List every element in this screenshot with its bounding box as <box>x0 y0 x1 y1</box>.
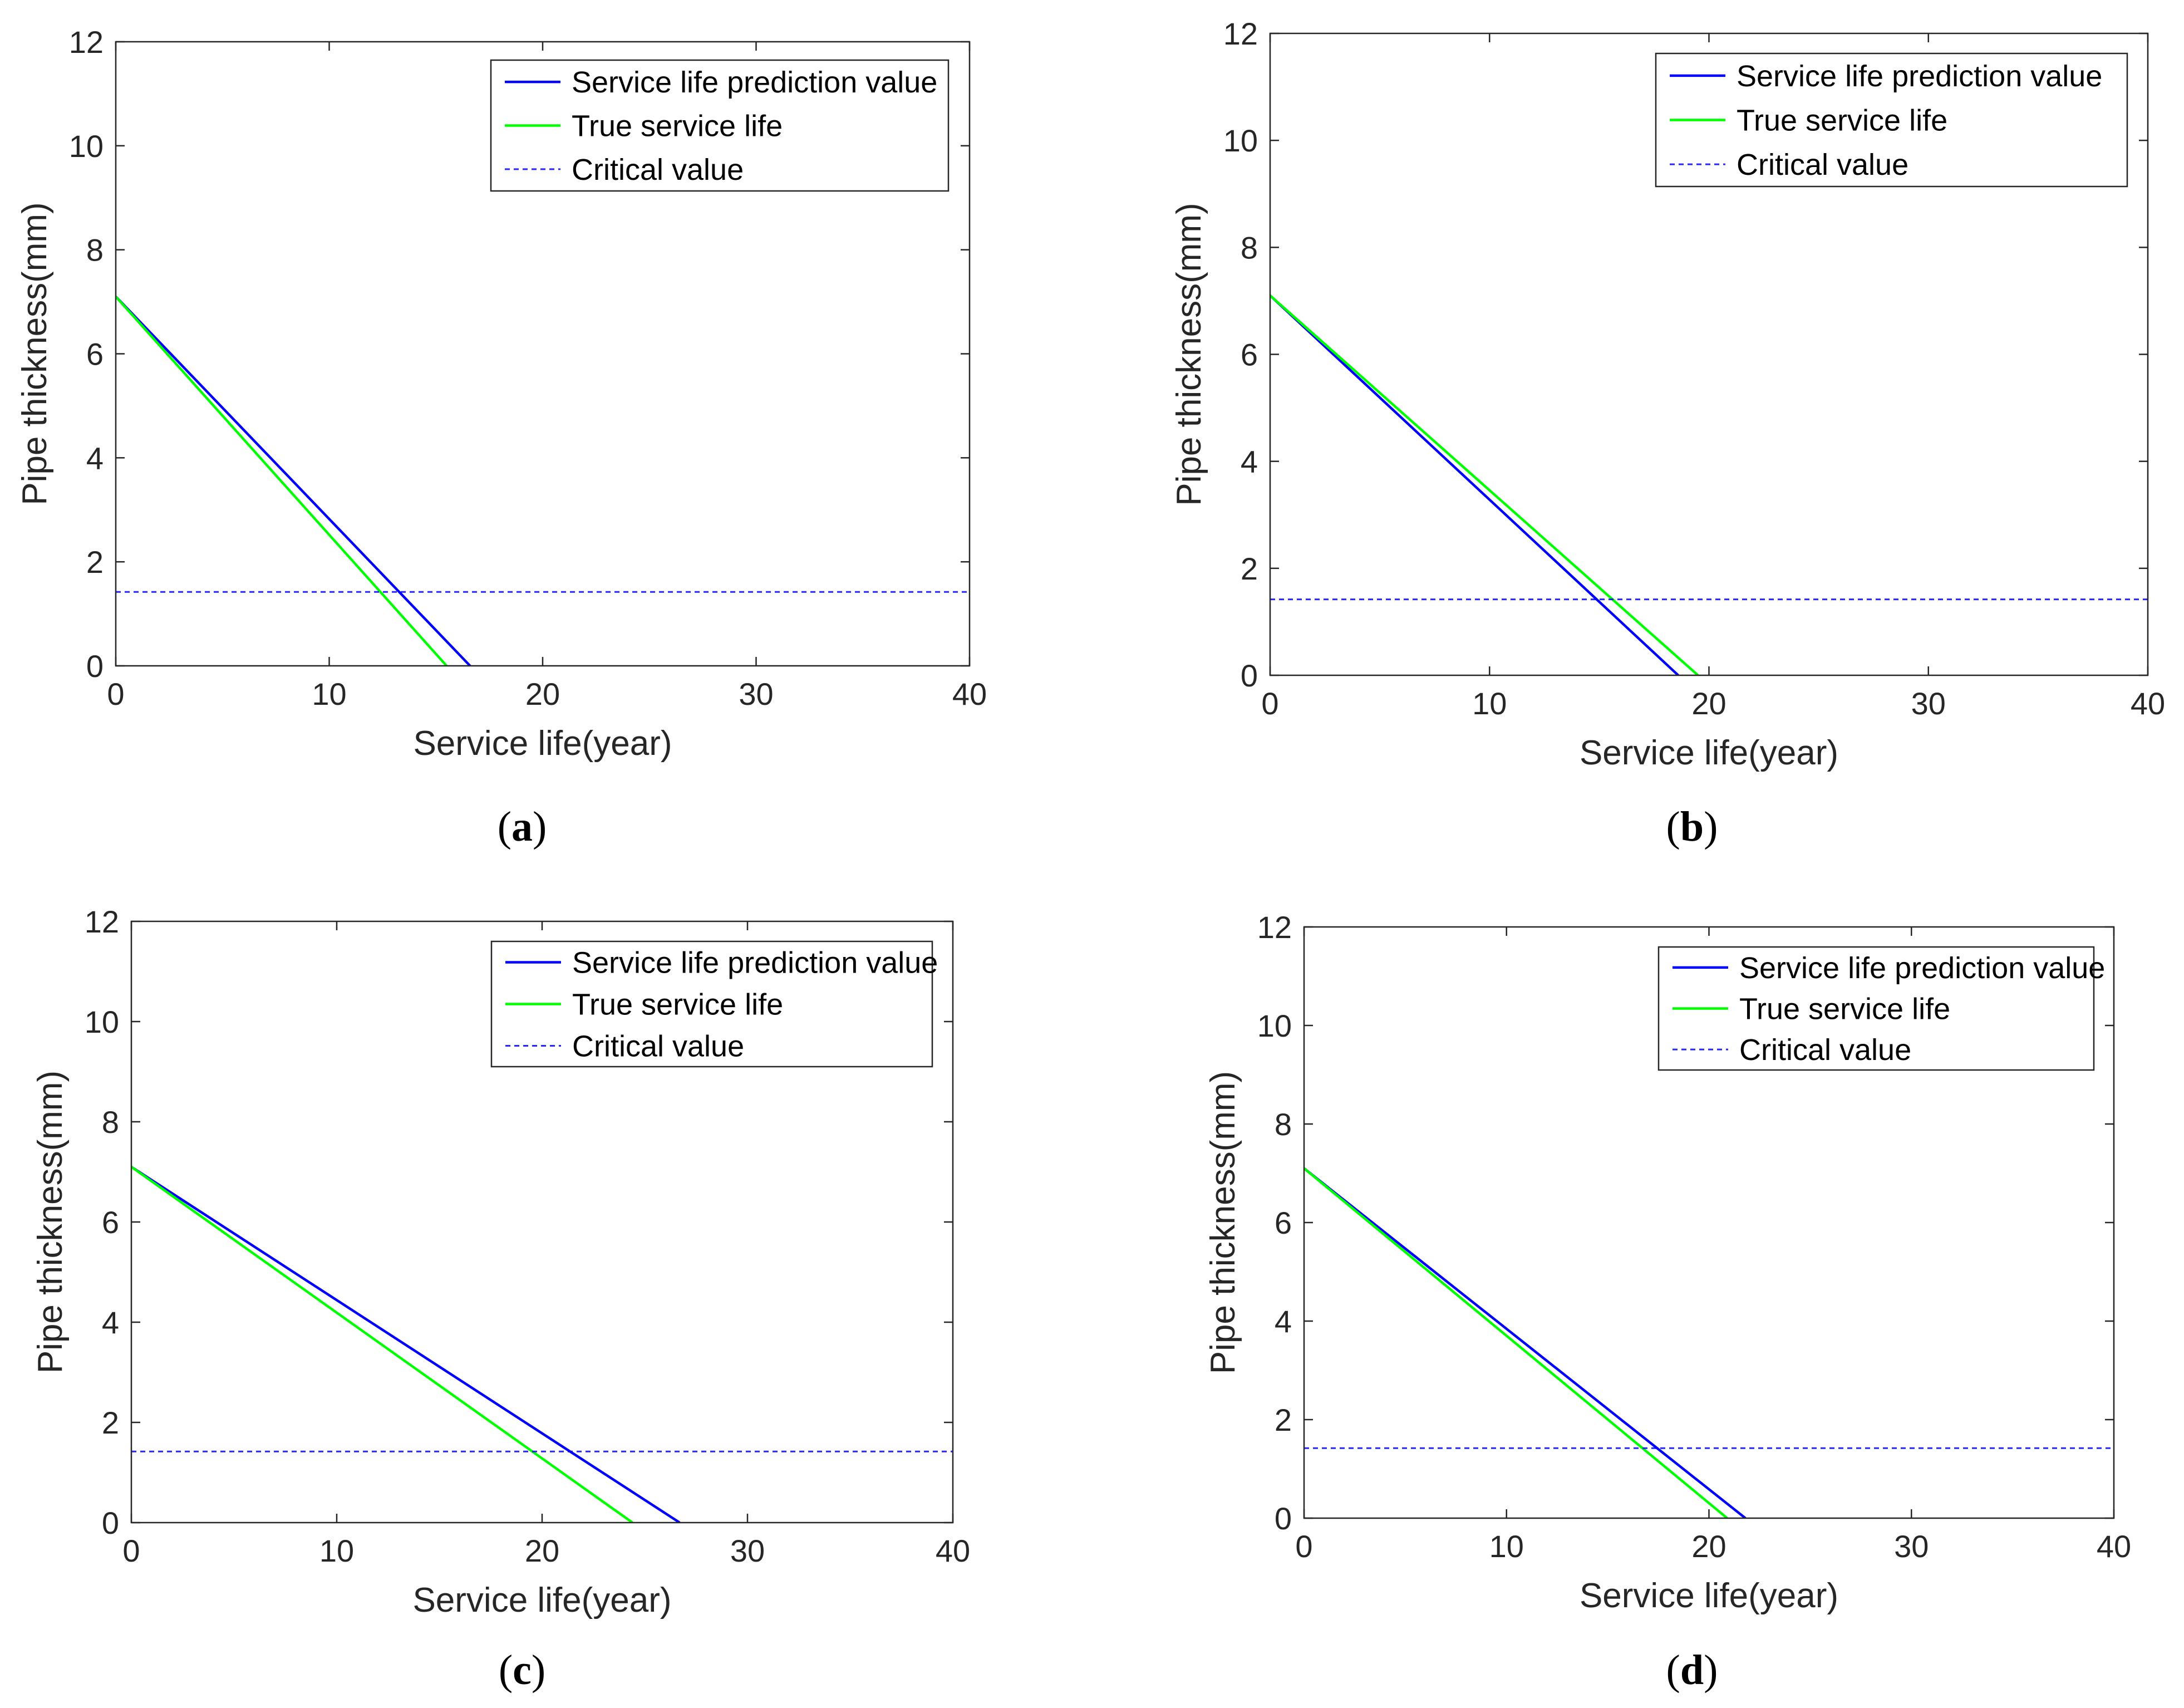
panel-caption-letter: a <box>511 803 533 850</box>
y-tick-label: 2 <box>86 544 104 580</box>
series-line-true-service-life <box>1304 1167 1728 1518</box>
y-tick-label: 6 <box>102 1205 119 1240</box>
legend: Service life prediction value True servic… <box>1657 946 2105 1071</box>
x-tick-label: 0 <box>107 676 124 711</box>
y-tick-label: 0 <box>1241 658 1258 693</box>
x-axis-title: Service life(year) <box>413 724 672 763</box>
series-line-service-life-prediction-value <box>1270 295 1679 675</box>
panel-caption: (b) <box>1666 803 1718 850</box>
x-tick-label: 10 <box>319 1533 354 1568</box>
y-axis-title: Pipe thickness(mm) <box>31 1071 70 1373</box>
y-tick-label: 12 <box>1223 16 1258 51</box>
x-axis-title: Service life(year) <box>1580 734 1838 772</box>
legend-label: Critical value <box>572 153 744 186</box>
x-tick-label: 0 <box>122 1533 140 1568</box>
y-tick-label: 6 <box>1275 1205 1292 1240</box>
y-tick-label: 6 <box>1241 337 1258 372</box>
legend-label: Service life prediction value <box>1739 951 2105 985</box>
x-tick-label: 40 <box>936 1533 970 1568</box>
y-tick-label: 6 <box>86 337 104 372</box>
y-tick-label: 10 <box>69 129 104 164</box>
panel-caption-letter: b <box>1680 803 1704 850</box>
legend-label: Service life prediction value <box>572 946 938 980</box>
panel-caption-letter: d <box>1680 1647 1704 1694</box>
y-tick-label: 4 <box>1241 444 1258 479</box>
legend-label: Critical value <box>1737 148 1908 181</box>
y-tick-label: 8 <box>1275 1107 1292 1142</box>
legend-label: True service life <box>1739 993 1950 1026</box>
x-tick-label: 20 <box>1691 686 1726 721</box>
y-tick-label: 12 <box>85 904 119 939</box>
legend-box <box>1657 946 2095 1071</box>
y-tick-label: 12 <box>69 24 104 60</box>
legend-label: True service life <box>1737 104 1947 138</box>
panel-caption-letter: c <box>513 1647 532 1694</box>
y-tick-label: 10 <box>85 1004 119 1039</box>
legend-box <box>490 59 950 192</box>
legend-label: Critical value <box>572 1030 744 1063</box>
panel-caption: (a) <box>498 803 547 850</box>
y-tick-label: 4 <box>102 1305 119 1340</box>
legend: Service life prediction value True servic… <box>490 940 938 1068</box>
x-tick-label: 20 <box>525 1533 559 1568</box>
x-tick-label: 10 <box>1472 686 1507 721</box>
y-tick-label: 8 <box>1241 230 1258 265</box>
chart-panel-c: 0 10 20 30 40 0 2 4 6 8 10 12 Service life(year) Pipe… <box>31 904 970 1694</box>
series-line-service-life-prediction-value <box>116 296 471 666</box>
legend-label: True service life <box>572 988 783 1022</box>
x-tick-label: 30 <box>730 1533 765 1568</box>
legend-label: Service life prediction value <box>1737 60 2102 93</box>
legend-box <box>490 940 933 1068</box>
chart-panel-b: 0 10 20 30 40 0 2 4 6 8 10 12 Service life(year) Pipe… <box>1170 16 2165 850</box>
series-line-true-service-life <box>131 1166 633 1523</box>
x-tick-label: 0 <box>1261 686 1278 721</box>
x-tick-label: 30 <box>1894 1529 1929 1564</box>
y-tick-label: 10 <box>1257 1008 1292 1043</box>
y-tick-label: 2 <box>102 1405 119 1440</box>
chart-panel-d: 0 10 20 30 40 0 2 4 6 8 10 12 Service life(year) Pipe… <box>1204 910 2131 1694</box>
x-axis-title: Service life(year) <box>1580 1577 1838 1615</box>
y-tick-label: 0 <box>102 1505 119 1540</box>
series-line-true-service-life <box>116 296 448 666</box>
y-tick-label: 4 <box>86 440 104 475</box>
legend: Service life prediction value True servic… <box>490 59 950 192</box>
y-tick-label: 4 <box>1275 1304 1292 1339</box>
chart-panel-a: 0 10 20 30 40 0 2 4 6 8 10 12 Service life(year) Pipe… <box>16 24 987 850</box>
x-tick-label: 30 <box>1911 686 1946 721</box>
y-tick-label: 0 <box>1275 1501 1292 1536</box>
y-tick-label: 10 <box>1223 123 1258 158</box>
y-axis-title: Pipe thickness(mm) <box>1170 203 1208 505</box>
y-tick-label: 2 <box>1275 1402 1292 1437</box>
legend-label: True service life <box>572 110 783 143</box>
legend-label: Service life prediction value <box>572 66 937 99</box>
panel-caption: (c) <box>499 1647 545 1694</box>
y-tick-label: 0 <box>86 649 104 684</box>
x-axis-title: Service life(year) <box>412 1581 671 1619</box>
x-tick-label: 40 <box>2131 686 2165 721</box>
y-axis-title: Pipe thickness(mm) <box>1204 1071 1242 1374</box>
x-tick-label: 10 <box>1489 1529 1524 1564</box>
x-tick-label: 0 <box>1295 1529 1312 1564</box>
legend-box <box>1655 52 2128 188</box>
x-tick-label: 30 <box>739 676 773 711</box>
y-axis-title: Pipe thickness(mm) <box>16 202 54 505</box>
x-tick-label: 40 <box>952 676 987 711</box>
x-tick-label: 10 <box>312 676 346 711</box>
x-tick-label: 20 <box>525 676 560 711</box>
y-tick-label: 2 <box>1241 551 1258 586</box>
legend-label: Critical value <box>1739 1033 1911 1067</box>
x-tick-label: 20 <box>1691 1529 1726 1564</box>
series-line-true-service-life <box>1270 295 1699 675</box>
x-tick-label: 40 <box>2097 1529 2131 1564</box>
series-line-service-life-prediction-value <box>131 1166 681 1523</box>
y-tick-label: 8 <box>86 233 104 268</box>
legend: Service life prediction value True servic… <box>1655 52 2128 188</box>
y-tick-label: 8 <box>102 1105 119 1140</box>
y-tick-label: 12 <box>1257 910 1292 945</box>
series-line-service-life-prediction-value <box>1304 1167 1747 1518</box>
panel-caption: (d) <box>1666 1647 1718 1694</box>
